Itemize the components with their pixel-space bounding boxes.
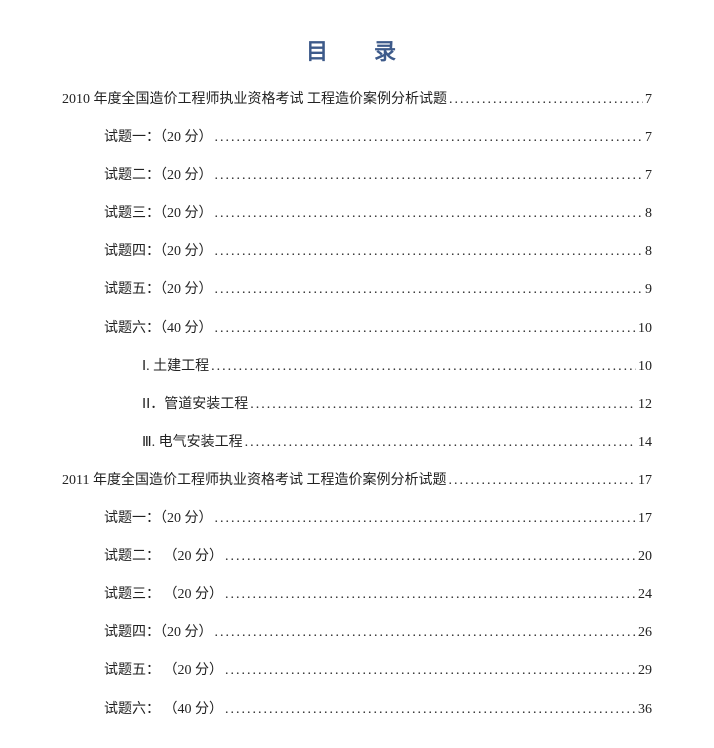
toc-entry-page: 17 <box>636 509 652 529</box>
toc-entry-page: 10 <box>636 357 652 377</box>
toc-leader <box>243 433 636 453</box>
toc-entry-page: 14 <box>636 433 652 453</box>
toc-entry-page: 8 <box>643 204 652 224</box>
toc-leader <box>213 128 644 148</box>
toc-entry: 试题二：（20 分） 7 <box>62 166 652 186</box>
toc-entry-label: 试题三：（20 分） <box>104 204 213 224</box>
toc-entry-page: 17 <box>636 471 652 491</box>
toc-entry: 试题三：（20 分） 8 <box>62 204 652 224</box>
toc-entry-page: 12 <box>636 395 652 415</box>
toc-leader <box>223 661 636 681</box>
toc-entry: Ⅰ. 土建工程 10 <box>62 357 652 377</box>
toc-entry-label: Ⅲ. 电气安装工程 <box>142 433 243 453</box>
toc-entry-page: 8 <box>643 242 652 262</box>
toc-entry: 试题一：（20 分） 7 <box>62 128 652 148</box>
toc-entry: ⅠⅠ．管道安装工程 12 <box>62 395 652 415</box>
toc-entry-page: 20 <box>636 547 652 567</box>
toc-leader <box>223 585 636 605</box>
toc-leader <box>209 357 636 377</box>
toc-leader <box>248 395 636 415</box>
toc-entry-page: 7 <box>643 128 652 148</box>
toc-leader <box>213 166 644 186</box>
toc-entry-page: 26 <box>636 623 652 643</box>
toc-leader <box>223 700 636 720</box>
toc-leader <box>447 90 643 110</box>
toc-leader <box>213 242 644 262</box>
toc-entry-label: 试题五：（20 分） <box>104 280 213 300</box>
toc-entry-label: 试题四：（20 分） <box>104 242 213 262</box>
toc-entry: 试题二： （20 分） 20 <box>62 547 652 567</box>
toc-leader <box>213 280 644 300</box>
toc-entry: 试题五：（20 分） 9 <box>62 280 652 300</box>
toc-entry-label: ⅠⅠ．管道安装工程 <box>142 395 248 415</box>
toc-entry: 试题四：（20 分） 26 <box>62 623 652 643</box>
toc-entry-page: 7 <box>643 90 652 110</box>
toc-entry-label: 试题二： （20 分） <box>104 547 223 567</box>
toc-leader <box>446 471 636 491</box>
toc-entry: 试题一：（20 分） 17 <box>62 509 652 529</box>
toc-entry-label: 试题六：（40 分） <box>104 319 213 339</box>
toc-entry-label: 试题一：（20 分） <box>104 509 213 529</box>
toc-leader <box>213 623 637 643</box>
toc-entry-label: 试题六： （40 分） <box>104 700 223 720</box>
toc-leader <box>213 319 637 339</box>
toc-entry: 2010 年度全国造价工程师执业资格考试 工程造价案例分析试题 7 <box>62 90 652 110</box>
toc-entry: Ⅲ. 电气安装工程 14 <box>62 433 652 453</box>
toc-entry: 试题六：（40 分） 10 <box>62 319 652 339</box>
toc-entry-page: 29 <box>636 661 652 681</box>
toc-leader <box>213 204 644 224</box>
toc-entry: 试题三： （20 分） 24 <box>62 585 652 605</box>
toc-entry-label: 试题二：（20 分） <box>104 166 213 186</box>
toc-entry-label: 试题四：（20 分） <box>104 623 213 643</box>
page-title: 目 录 <box>62 34 652 66</box>
document-page: 目 录 2010 年度全国造价工程师执业资格考试 工程造价案例分析试题7试题一：… <box>0 0 714 748</box>
toc-entry: 试题五： （20 分） 29 <box>62 661 652 681</box>
toc-leader <box>213 509 637 529</box>
toc-entry: 试题四：（20 分） 8 <box>62 242 652 262</box>
toc-entry-page: 36 <box>636 700 652 720</box>
toc-entry: 试题六： （40 分） 36 <box>62 700 652 720</box>
toc-leader <box>223 547 636 567</box>
toc-entry: 2011 年度全国造价工程师执业资格考试 工程造价案例分析试题 17 <box>62 471 652 491</box>
toc-entry-page: 10 <box>636 319 652 339</box>
toc-entry-page: 9 <box>643 280 652 300</box>
toc-entry-label: 2011 年度全国造价工程师执业资格考试 工程造价案例分析试题 <box>62 471 446 491</box>
toc-entry-label: 2010 年度全国造价工程师执业资格考试 工程造价案例分析试题 <box>62 90 447 110</box>
toc-entry-label: 试题五： （20 分） <box>104 661 223 681</box>
toc-entry-label: 试题三： （20 分） <box>104 585 223 605</box>
toc-entry-page: 7 <box>643 166 652 186</box>
table-of-contents: 2010 年度全国造价工程师执业资格考试 工程造价案例分析试题7试题一：（20 … <box>62 90 652 719</box>
toc-entry-label: 试题一：（20 分） <box>104 128 213 148</box>
toc-entry-label: Ⅰ. 土建工程 <box>142 357 209 377</box>
toc-entry-page: 24 <box>636 585 652 605</box>
